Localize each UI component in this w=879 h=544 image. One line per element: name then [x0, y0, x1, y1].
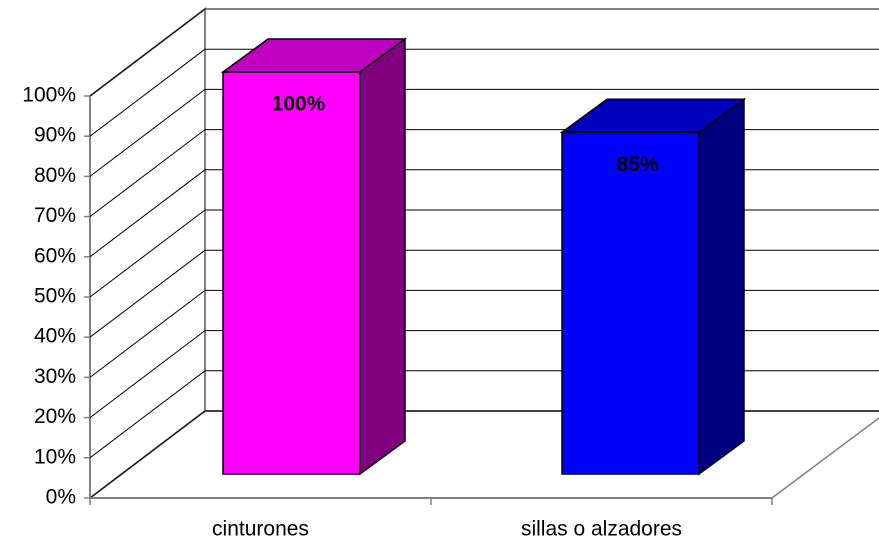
floor: [89, 410, 879, 499]
y-tick-label: 10%: [34, 445, 76, 468]
y-tick-label: 20%: [34, 405, 76, 428]
grid-line: [89, 370, 206, 459]
y-tick-label: 40%: [34, 325, 76, 348]
bar-side: [359, 37, 406, 476]
y-tick-label: 90%: [34, 124, 76, 147]
y-tick-label: 60%: [34, 244, 76, 267]
grid-line: [89, 290, 206, 378]
bar: [222, 71, 361, 475]
grid-line: [89, 8, 206, 97]
grid-line: [89, 169, 206, 258]
grid-line: [89, 129, 206, 217]
y-tick-label: 50%: [34, 285, 76, 308]
bar: [561, 131, 700, 475]
bar-side: [698, 97, 745, 476]
x-tick-label: cinturones: [212, 518, 309, 541]
y-tick-label: 30%: [34, 365, 76, 388]
value-label: 85%: [616, 153, 658, 176]
grid-line: [89, 330, 206, 418]
y-tick-label: 100%: [22, 84, 76, 107]
x-tick-label: sillas o alzadores: [521, 518, 682, 541]
grid-line: [89, 249, 206, 338]
grid-line: [89, 410, 206, 499]
y-tick-label: 70%: [34, 204, 76, 227]
grid-line: [89, 48, 206, 137]
y-tick-label: 80%: [34, 164, 76, 187]
floor-edge: [771, 417, 879, 499]
grid-line: [89, 89, 206, 177]
grid-line: [89, 209, 206, 298]
y-tick-label: 0%: [46, 486, 76, 509]
value-label: 100%: [272, 93, 326, 116]
